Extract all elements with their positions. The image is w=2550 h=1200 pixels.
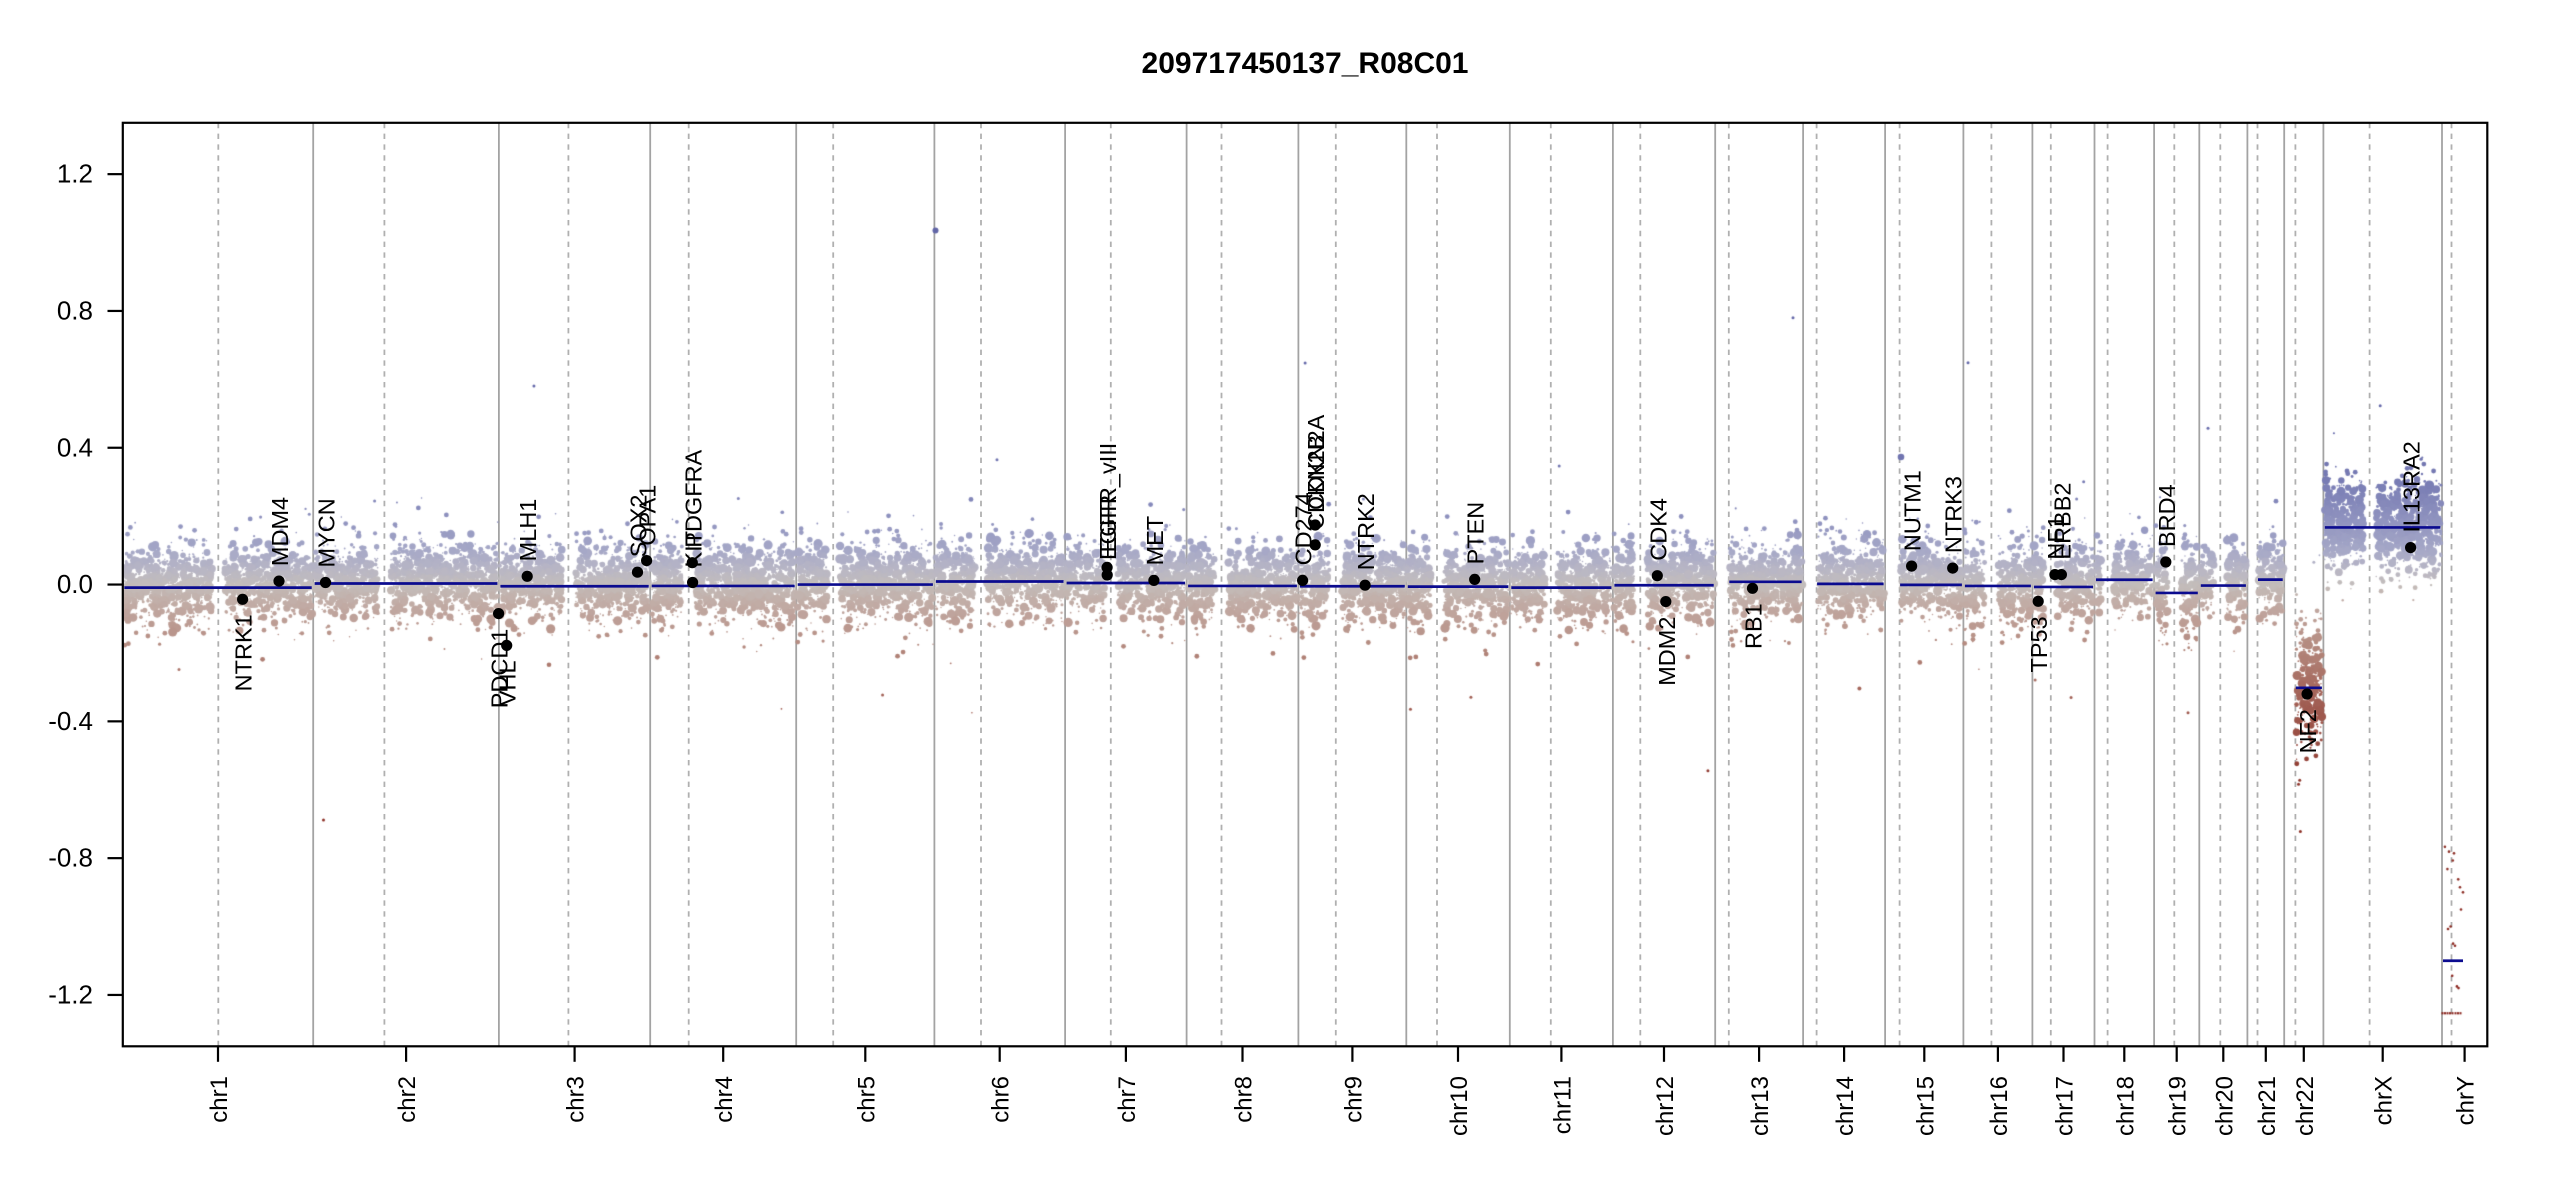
svg-text:VHL: VHL (495, 660, 521, 706)
svg-text:EGFR: EGFR (1095, 495, 1121, 560)
svg-text:chr22: chr22 (2292, 1076, 2319, 1136)
svg-text:NTRK3: NTRK3 (1941, 476, 1967, 553)
svg-text:chr1: chr1 (206, 1076, 233, 1123)
svg-text:chr13: chr13 (1747, 1076, 1774, 1136)
svg-text:chr11: chr11 (1549, 1076, 1576, 1134)
svg-text:CDKN2B: CDKN2B (1303, 435, 1329, 530)
svg-text:chr18: chr18 (2112, 1076, 2139, 1136)
svg-text:chr6: chr6 (988, 1076, 1015, 1123)
svg-text:chr7: chr7 (1114, 1076, 1141, 1123)
svg-text:CDKN2A: CDKN2A (1303, 414, 1329, 510)
svg-text:0.4: 0.4 (57, 432, 93, 462)
svg-text:ERBB2: ERBB2 (2049, 483, 2075, 560)
svg-text:chrX: chrX (2371, 1076, 2398, 1125)
svg-text:-0.4: -0.4 (48, 706, 93, 736)
svg-text:MLH1: MLH1 (515, 499, 541, 562)
svg-text:chr16: chr16 (1986, 1076, 2013, 1136)
svg-text:chr19: chr19 (2165, 1076, 2192, 1136)
svg-text:chrY: chrY (2453, 1076, 2480, 1125)
svg-text:NTRK2: NTRK2 (1353, 493, 1379, 570)
svg-text:chr17: chr17 (2052, 1076, 2079, 1136)
svg-text:1.2: 1.2 (57, 159, 93, 189)
svg-text:BRD4: BRD4 (2154, 484, 2180, 547)
svg-text:chr8: chr8 (1231, 1076, 1258, 1123)
svg-text:EGFR_vIII: EGFR_vIII (1095, 443, 1121, 553)
svg-text:PTEN: PTEN (1463, 502, 1489, 565)
svg-text:RB1: RB1 (1741, 603, 1767, 649)
svg-text:chr12: chr12 (1652, 1076, 1679, 1136)
svg-text:0.0: 0.0 (57, 569, 93, 599)
svg-text:OPA1: OPA1 (635, 485, 661, 546)
svg-text:chr5: chr5 (853, 1076, 880, 1123)
svg-text:chr9: chr9 (1340, 1076, 1367, 1123)
svg-text:chr3: chr3 (563, 1076, 590, 1123)
svg-text:chr14: chr14 (1832, 1076, 1859, 1136)
svg-text:KIT: KIT (681, 531, 707, 568)
svg-text:209717450137_R08C01: 209717450137_R08C01 (1142, 47, 1469, 80)
svg-text:chr4: chr4 (711, 1076, 738, 1123)
svg-text:CD274: CD274 (1291, 492, 1317, 565)
svg-text:chr2: chr2 (394, 1076, 421, 1123)
svg-text:-1.2: -1.2 (48, 979, 93, 1009)
svg-text:TP53: TP53 (2026, 616, 2052, 672)
svg-text:chr20: chr20 (2211, 1076, 2238, 1136)
svg-text:-0.8: -0.8 (48, 843, 93, 873)
svg-text:chr15: chr15 (1912, 1076, 1939, 1136)
svg-text:NF1: NF1 (2043, 515, 2069, 559)
svg-text:chr10: chr10 (1446, 1076, 1473, 1136)
svg-text:NUTM1: NUTM1 (1900, 470, 1926, 551)
svg-text:MDM4: MDM4 (267, 497, 293, 566)
svg-text:SOX2: SOX2 (626, 494, 652, 557)
svg-text:MDM2: MDM2 (1654, 617, 1680, 686)
svg-text:NTRK1: NTRK1 (231, 614, 257, 691)
svg-text:PDCD1: PDCD1 (487, 629, 513, 709)
svg-text:PDGFRA: PDGFRA (680, 449, 706, 547)
svg-text:MYCN: MYCN (314, 498, 340, 567)
svg-text:chr21: chr21 (2254, 1076, 2281, 1136)
svg-text:NF2: NF2 (2295, 709, 2321, 753)
svg-text:CDK4: CDK4 (1645, 498, 1671, 561)
svg-text:IL13RA2: IL13RA2 (2399, 441, 2425, 532)
svg-text:MET: MET (1142, 516, 1168, 566)
svg-text:0.8: 0.8 (57, 295, 93, 325)
